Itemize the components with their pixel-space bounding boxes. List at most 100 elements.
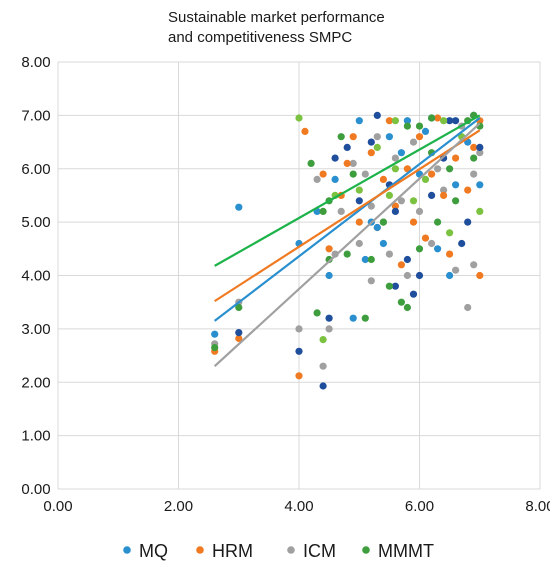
point-icm (397, 197, 405, 205)
point-icm (337, 207, 345, 215)
point-hrm (295, 372, 303, 380)
point-hrm (428, 170, 436, 178)
point-hrm (301, 127, 309, 135)
point-hrm (325, 245, 333, 253)
chart-title: Sustainable market performance and compe… (168, 9, 385, 46)
point-hrm (391, 202, 399, 210)
point-hrm (319, 170, 327, 178)
point-icm (452, 266, 460, 274)
point-hrm (434, 114, 442, 122)
y-tick-label: 6.00 (21, 161, 50, 178)
point-mmmt (452, 197, 460, 205)
point-mmmt (361, 314, 369, 322)
point-icm (325, 325, 333, 333)
point-mmmt (355, 186, 363, 194)
point-mq (397, 149, 405, 157)
x-tick-label: 4.00 (284, 498, 313, 515)
y-tick-label: 8.00 (21, 54, 50, 71)
legend-marker-mmmt (362, 546, 370, 554)
point-mmmt (403, 122, 411, 130)
point-mq (367, 138, 375, 146)
point-hrm (470, 143, 478, 151)
point-mq (464, 218, 472, 226)
point-mmmt (385, 282, 393, 290)
point-mq (452, 181, 460, 189)
x-tick-label: 2.00 (164, 498, 193, 515)
point-mq (325, 271, 333, 280)
trendline-mq (213, 117, 481, 322)
point-mmmt (434, 218, 442, 226)
point-hrm (452, 154, 460, 162)
chart-title-line-1: Sustainable market performance (168, 9, 385, 26)
point-mq (446, 117, 454, 125)
point-icm (355, 239, 363, 248)
y-tick-label: 4.00 (21, 268, 50, 285)
point-icm (373, 133, 381, 141)
point-mq (458, 239, 466, 248)
point-mmmt (397, 298, 405, 306)
data-points (211, 111, 484, 390)
point-mq (331, 154, 339, 162)
point-mmmt (325, 255, 333, 264)
legend-marker-icm (287, 546, 295, 554)
point-icm (331, 250, 339, 258)
point-icm (385, 250, 393, 258)
point-mq (211, 330, 219, 338)
point-mq (415, 271, 424, 280)
point-mmmt (367, 255, 375, 264)
trendline-hrm (214, 129, 481, 303)
point-hrm (415, 133, 424, 141)
legend-label-icm: ICM (303, 541, 336, 561)
point-hrm (440, 191, 448, 199)
y-tick-label: 3.00 (21, 321, 50, 338)
point-mmmt (470, 154, 478, 162)
point-mq (403, 117, 411, 125)
legend-marker-hrm (196, 546, 204, 554)
legend-label-hrm: HRM (212, 541, 253, 561)
point-mmmt (235, 303, 243, 312)
point-mmmt (421, 175, 430, 183)
point-mq (361, 255, 369, 264)
point-mmmt (349, 170, 357, 178)
point-mq (235, 203, 243, 211)
point-hrm (349, 133, 357, 141)
point-mq (235, 329, 243, 337)
point-mmmt (313, 309, 321, 317)
point-mq (355, 117, 363, 125)
point-mmmt (295, 114, 303, 122)
point-mmmt (391, 117, 399, 125)
point-icm (415, 207, 424, 215)
point-hrm (403, 165, 411, 173)
point-mmmt (440, 117, 448, 125)
point-mq (343, 143, 351, 151)
point-mmmt (373, 143, 381, 151)
point-mq (434, 245, 442, 253)
point-mmmt (476, 207, 484, 215)
point-icm (470, 261, 478, 269)
y-tick-label: 7.00 (21, 107, 50, 124)
point-mq (385, 133, 393, 141)
y-tick-label: 2.00 (21, 374, 50, 391)
point-mq (452, 117, 460, 125)
x-tick-label: 6.00 (405, 498, 434, 515)
point-mq (349, 314, 357, 322)
legend-label-mmmt: MMMT (378, 541, 434, 561)
point-hrm (343, 159, 351, 167)
legend-label-mq: MQ (139, 541, 168, 561)
trendlines (213, 114, 481, 368)
point-mq (379, 239, 387, 248)
point-mmmt (319, 336, 327, 344)
point-hrm (421, 234, 430, 242)
point-mmmt (409, 197, 418, 205)
tick-labels: 0.00 1.00 2.00 3.00 4.00 5.00 6.00 7.00 8.00 0.00… (21, 54, 550, 515)
point-mq (403, 255, 411, 264)
point-icm (319, 362, 327, 370)
point-hrm (409, 218, 418, 226)
point-mmmt (415, 122, 424, 130)
point-hrm (397, 261, 405, 269)
point-icm (349, 159, 357, 167)
legend-marker-mq (123, 546, 131, 554)
point-mmmt (446, 229, 454, 237)
point-mq (355, 197, 363, 205)
